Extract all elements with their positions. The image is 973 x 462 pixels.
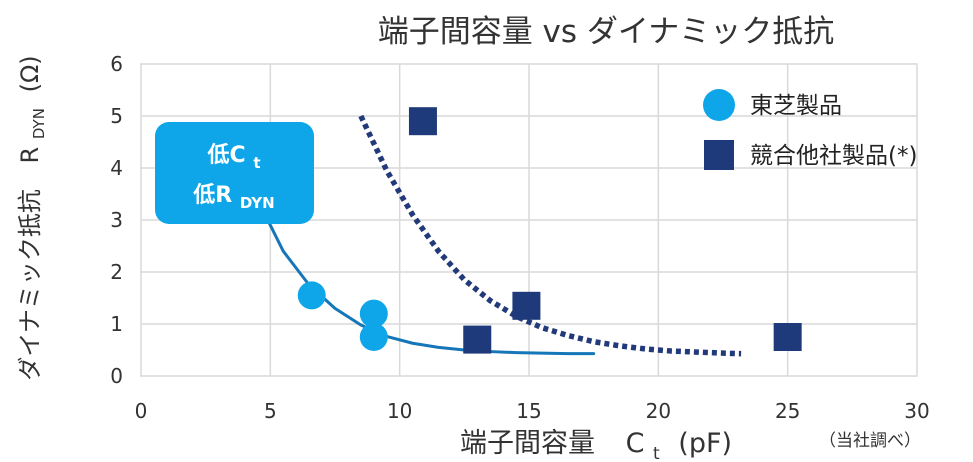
- y-tick-label: 3: [110, 208, 123, 232]
- callout-low-ct-low-rdyn: 低C t 低R DYN: [155, 122, 314, 224]
- x-axis-ticks: 0 5 10 15 20 25 30: [135, 399, 930, 423]
- callout-line1-main: 低C: [207, 143, 246, 168]
- legend: 東芝製品 競合他社製品(*): [703, 89, 917, 170]
- y-tick-label: 4: [110, 156, 123, 180]
- callout-box: [155, 122, 314, 224]
- x-tick-label: 30: [904, 399, 929, 423]
- y-axis-ticks: 0 1 2 3 4 5 6: [110, 52, 123, 388]
- x-axis-label-subscript: t: [653, 444, 660, 462]
- x-axis-label-main: 端子間容量: [460, 428, 595, 459]
- toshiba-point: [359, 299, 388, 328]
- y-tick-label: 0: [110, 364, 123, 388]
- competitor-point: [512, 291, 541, 320]
- callout-line1: 低C t: [207, 143, 261, 172]
- x-tick-label: 10: [387, 399, 412, 423]
- x-axis-label: 端子間容量 C t (pF): [460, 428, 732, 462]
- callout-line2-main: 低R: [192, 183, 232, 208]
- callout-line2-sub: DYN: [240, 194, 275, 212]
- legend-marker-toshiba: [703, 89, 735, 121]
- y-axis-label: ダイナミック抵抗 R DYN (Ω): [16, 55, 50, 380]
- y-tick-label: 2: [110, 260, 123, 284]
- x-tick-label: 0: [135, 399, 148, 423]
- y-tick-label: 5: [110, 104, 123, 128]
- callout-line2: 低R DYN: [192, 183, 274, 212]
- x-tick-label: 15: [516, 399, 541, 423]
- source-note: （当社調べ）: [819, 431, 921, 451]
- y-axis-label-group: ダイナミック抵抗 R DYN (Ω): [16, 55, 50, 380]
- competitor-trend-line: [358, 114, 742, 357]
- legend-label-toshiba: 東芝製品: [750, 93, 842, 119]
- legend-marker-competitor: [704, 140, 734, 170]
- y-tick-label: 1: [110, 312, 123, 336]
- x-axis-label-symbol: C: [626, 428, 645, 459]
- x-tick-label: 20: [646, 399, 671, 423]
- x-axis-label-unit: (pF): [678, 428, 732, 459]
- y-tick-label: 6: [110, 52, 123, 76]
- y-axis-label-main: ダイナミック抵抗: [16, 189, 44, 381]
- competitor-point: [463, 325, 492, 354]
- x-tick-label: 25: [775, 399, 800, 423]
- competitor-point: [773, 323, 802, 351]
- x-tick-label: 5: [264, 399, 277, 423]
- y-axis-label-unit: (Ω): [16, 55, 44, 92]
- toshiba-point: [297, 281, 326, 310]
- toshiba-point: [359, 323, 388, 351]
- competitor-point: [408, 107, 437, 136]
- y-axis-label-subscript: DYN: [30, 108, 48, 139]
- chart-title: 端子間容量 vs ダイナミック抵抗: [378, 14, 835, 50]
- legend-label-competitor: 競合他社製品(*): [750, 143, 917, 169]
- data-points: [297, 107, 802, 354]
- callout-line1-sub: t: [253, 154, 260, 172]
- trend-lines: [263, 114, 742, 357]
- y-axis-label-symbol: R: [16, 147, 44, 164]
